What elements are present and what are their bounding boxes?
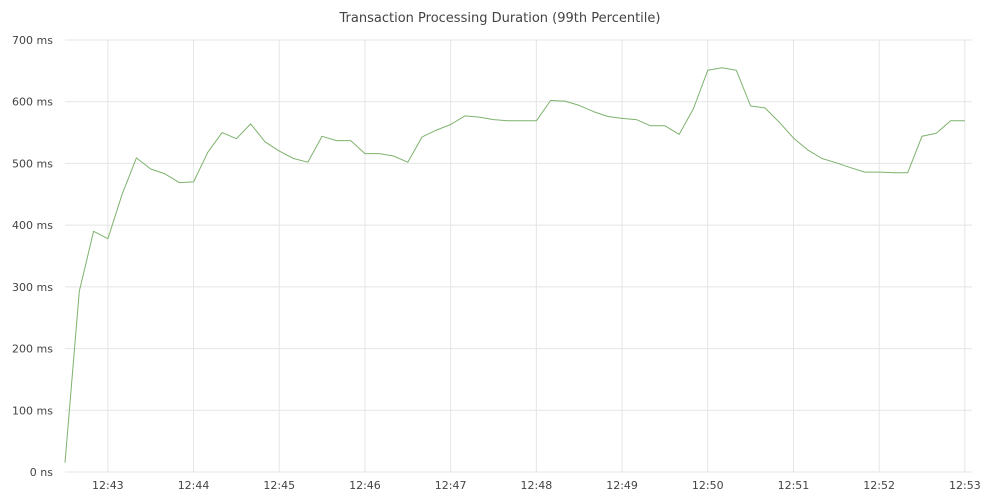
data-point [336, 140, 337, 141]
data-point [407, 162, 408, 163]
x-tick-label: 12:50 [692, 479, 724, 492]
data-point [79, 291, 80, 292]
data-point [422, 136, 423, 137]
data-point [150, 168, 151, 169]
data-point [522, 120, 523, 121]
x-tick-label: 12:49 [606, 479, 638, 492]
data-point [364, 153, 365, 154]
data-point [93, 231, 94, 232]
data-point [622, 118, 623, 119]
y-tick-label: 300 ms [12, 281, 53, 294]
x-tick-label: 12:51 [778, 479, 810, 492]
data-point [107, 238, 108, 239]
data-point [779, 122, 780, 123]
data-point [164, 173, 165, 174]
y-tick-label: 600 ms [12, 96, 53, 109]
data-point [122, 194, 123, 195]
data-point [179, 182, 180, 183]
data-point [279, 151, 280, 152]
data-point [236, 138, 237, 139]
data-point [350, 140, 351, 141]
y-tick-label: 400 ms [12, 219, 53, 232]
x-tick-label: 12:46 [349, 479, 381, 492]
grid-lines [65, 39, 972, 473]
data-point [322, 136, 323, 137]
data-point [193, 181, 194, 182]
y-tick-label: 500 ms [12, 157, 53, 170]
axis-labels: 0 ns 100 ms 200 ms 300 ms 400 ms 500 ms 600 ms… [12, 34, 981, 492]
data-point [550, 100, 551, 101]
data-point [250, 123, 251, 124]
data-point [436, 130, 437, 131]
data-point [722, 67, 723, 68]
data-point [864, 172, 865, 173]
data-point [136, 157, 137, 158]
data-point [607, 116, 608, 117]
data-point [764, 107, 765, 108]
x-tick-label: 12:47 [435, 479, 467, 492]
data-point [679, 134, 680, 135]
data-point [207, 152, 208, 153]
data-point [736, 70, 737, 71]
x-tick-label: 12:44 [178, 479, 210, 492]
data-point [507, 120, 508, 121]
data-point [393, 156, 394, 157]
x-tick-label: 12:53 [949, 479, 981, 492]
data-point [650, 125, 651, 126]
data-point [964, 120, 965, 121]
data-point [479, 117, 480, 118]
data-point [922, 136, 923, 137]
data-point [293, 158, 294, 159]
chart-title: Transaction Processing Duration (99th Pe… [339, 11, 661, 26]
data-point [593, 111, 594, 112]
y-tick-label: 0 ns [30, 466, 53, 479]
data-point [707, 70, 708, 71]
data-point [893, 172, 894, 173]
data-point [264, 141, 265, 142]
data-point [850, 167, 851, 168]
data-point [664, 125, 665, 126]
x-tick-label: 12:43 [92, 479, 124, 492]
y-tick-label: 100 ms [12, 404, 53, 417]
data-point [222, 132, 223, 133]
data-point [836, 162, 837, 163]
data-point [950, 120, 951, 121]
y-tick-label: 200 ms [12, 343, 53, 356]
series-line [64, 67, 965, 463]
data-point [822, 158, 823, 159]
data-point [879, 172, 880, 173]
data-point [579, 105, 580, 106]
x-tick-label: 12:52 [863, 479, 895, 492]
data-point [693, 108, 694, 109]
data-point [536, 120, 537, 121]
data-point [307, 162, 308, 163]
y-tick-label: 700 ms [12, 34, 53, 47]
data-point [807, 149, 808, 150]
data-point [636, 119, 637, 120]
series-layer [64, 67, 965, 463]
data-point [936, 133, 937, 134]
x-tick-label: 12:45 [263, 479, 295, 492]
data-point [793, 138, 794, 139]
data-point [379, 153, 380, 154]
data-point [564, 101, 565, 102]
data-point [464, 115, 465, 116]
x-tick-label: 12:48 [521, 479, 553, 492]
data-point [750, 106, 751, 107]
data-point [65, 462, 66, 463]
data-point [907, 172, 908, 173]
data-point [450, 124, 451, 125]
data-point [493, 119, 494, 120]
